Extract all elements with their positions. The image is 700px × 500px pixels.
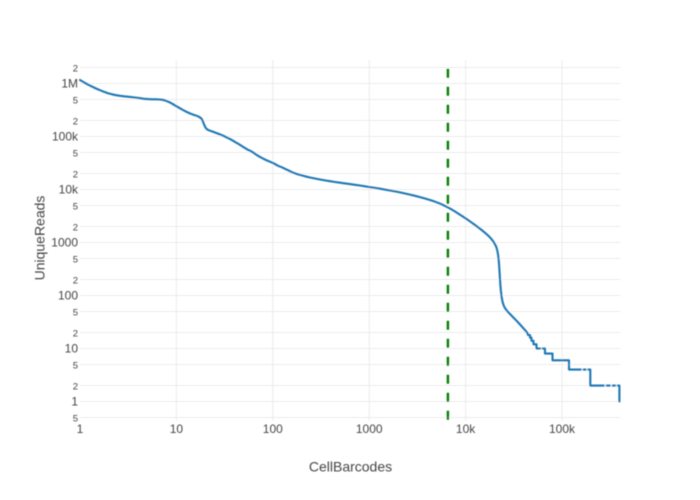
svg-text:2: 2 xyxy=(73,382,78,393)
svg-text:2: 2 xyxy=(73,64,78,75)
svg-text:10k: 10k xyxy=(59,183,79,197)
svg-text:5: 5 xyxy=(73,361,78,372)
svg-text:1: 1 xyxy=(71,395,78,409)
svg-text:1000: 1000 xyxy=(51,236,78,250)
svg-text:5: 5 xyxy=(73,255,78,266)
svg-text:1M: 1M xyxy=(61,77,78,91)
svg-text:2: 2 xyxy=(73,276,78,287)
svg-text:5: 5 xyxy=(73,202,78,213)
svg-text:10: 10 xyxy=(170,422,184,436)
svg-text:5: 5 xyxy=(73,308,78,319)
svg-text:UniqueReads: UniqueReads xyxy=(32,196,48,281)
svg-text:10: 10 xyxy=(65,342,79,356)
svg-text:5: 5 xyxy=(73,96,78,107)
svg-text:5: 5 xyxy=(73,414,78,425)
svg-text:2: 2 xyxy=(73,329,78,340)
svg-text:CellBarcodes: CellBarcodes xyxy=(309,459,392,475)
svg-text:2: 2 xyxy=(73,223,78,234)
svg-text:100k: 100k xyxy=(549,422,576,436)
svg-text:100: 100 xyxy=(263,422,283,436)
svg-text:100: 100 xyxy=(58,289,78,303)
svg-text:100k: 100k xyxy=(52,130,79,144)
svg-text:2: 2 xyxy=(73,170,78,181)
svg-text:10k: 10k xyxy=(456,422,476,436)
svg-text:5: 5 xyxy=(73,149,78,160)
svg-text:1000: 1000 xyxy=(356,422,383,436)
svg-text:2: 2 xyxy=(73,117,78,128)
svg-text:1: 1 xyxy=(77,422,84,436)
